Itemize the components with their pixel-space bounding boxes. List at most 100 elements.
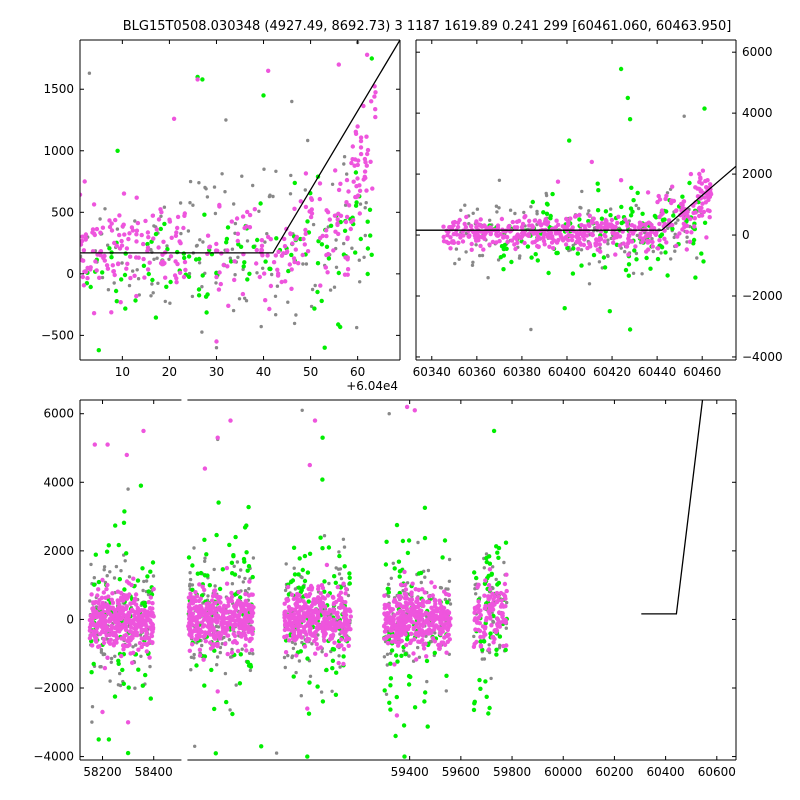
data-point <box>365 246 371 251</box>
data-point <box>307 680 312 685</box>
data-point <box>92 582 97 587</box>
data-point <box>471 707 477 713</box>
data-point <box>121 681 127 686</box>
data-point <box>606 222 611 228</box>
data-point <box>311 222 316 227</box>
data-point <box>399 622 404 627</box>
x-tick-label: 50 <box>303 365 318 379</box>
data-point <box>361 103 366 109</box>
data-point <box>245 209 250 215</box>
data-point <box>597 260 602 264</box>
data-point <box>333 692 339 697</box>
data-point <box>473 627 478 632</box>
data-point <box>623 267 629 273</box>
data-point <box>301 262 305 266</box>
data-point <box>409 619 414 624</box>
data-point <box>336 593 342 598</box>
data-point <box>307 551 313 556</box>
data-point <box>417 608 423 613</box>
data-point <box>100 225 106 230</box>
data-point <box>448 235 453 240</box>
data-point <box>268 283 274 289</box>
data-point <box>206 594 210 598</box>
data-point <box>100 709 105 715</box>
data-point <box>334 238 338 242</box>
data-point <box>335 584 340 590</box>
data-point <box>576 246 581 252</box>
data-point <box>483 679 488 684</box>
data-point <box>640 272 644 276</box>
data-point <box>87 628 93 633</box>
data-point <box>317 196 322 202</box>
data-point <box>541 210 546 215</box>
data-point <box>309 615 314 621</box>
data-point <box>603 217 608 223</box>
data-point <box>494 577 498 582</box>
data-point <box>242 225 247 231</box>
data-point <box>387 412 391 416</box>
data-point <box>96 579 102 585</box>
data-point <box>293 247 298 252</box>
data-point <box>80 242 84 247</box>
data-point <box>293 587 298 591</box>
data-point <box>335 221 340 226</box>
data-point <box>503 540 509 545</box>
data-point <box>570 225 575 230</box>
data-point <box>337 553 342 559</box>
data-point <box>489 607 494 613</box>
data-point <box>659 232 665 237</box>
data-point <box>606 242 610 246</box>
data-point <box>267 306 272 312</box>
data-point <box>701 259 706 264</box>
data-point <box>307 637 312 642</box>
data-point <box>644 255 649 261</box>
data-point <box>129 634 134 640</box>
data-point <box>389 576 393 580</box>
data-point <box>251 244 256 249</box>
data-point <box>150 560 156 565</box>
data-point <box>655 246 661 251</box>
data-point <box>386 582 391 586</box>
data-point <box>284 562 288 566</box>
data-point <box>562 306 567 311</box>
data-point <box>704 185 709 190</box>
data-point <box>647 233 653 238</box>
data-point <box>336 187 342 193</box>
data-point <box>508 208 513 212</box>
data-point <box>144 642 150 647</box>
data-point <box>268 237 273 242</box>
data-point <box>145 230 151 235</box>
data-point <box>462 221 467 227</box>
data-point <box>344 586 349 592</box>
data-point <box>428 631 433 636</box>
data-point <box>225 620 230 625</box>
data-point <box>109 605 115 610</box>
data-point <box>107 632 112 638</box>
data-point <box>373 90 378 95</box>
data-point <box>490 591 495 596</box>
data-point <box>80 234 85 239</box>
data-point <box>120 224 125 229</box>
data-point <box>333 580 338 585</box>
data-point <box>401 649 406 653</box>
data-point <box>569 237 575 243</box>
data-point <box>489 623 494 628</box>
data-point <box>127 283 132 288</box>
data-point <box>294 603 299 608</box>
data-point <box>471 260 475 264</box>
data-point <box>197 633 202 639</box>
data-point <box>122 587 127 592</box>
data-point <box>246 606 251 611</box>
data-point <box>305 754 310 759</box>
data-point <box>187 632 193 637</box>
data-point <box>93 552 99 557</box>
data-point <box>289 286 294 291</box>
data-point <box>124 452 129 458</box>
data-point <box>478 644 484 649</box>
data-point <box>143 672 148 678</box>
data-point <box>111 613 117 618</box>
data-point <box>627 327 633 332</box>
data-point <box>313 597 318 602</box>
data-point <box>391 561 395 565</box>
data-point <box>233 623 239 628</box>
